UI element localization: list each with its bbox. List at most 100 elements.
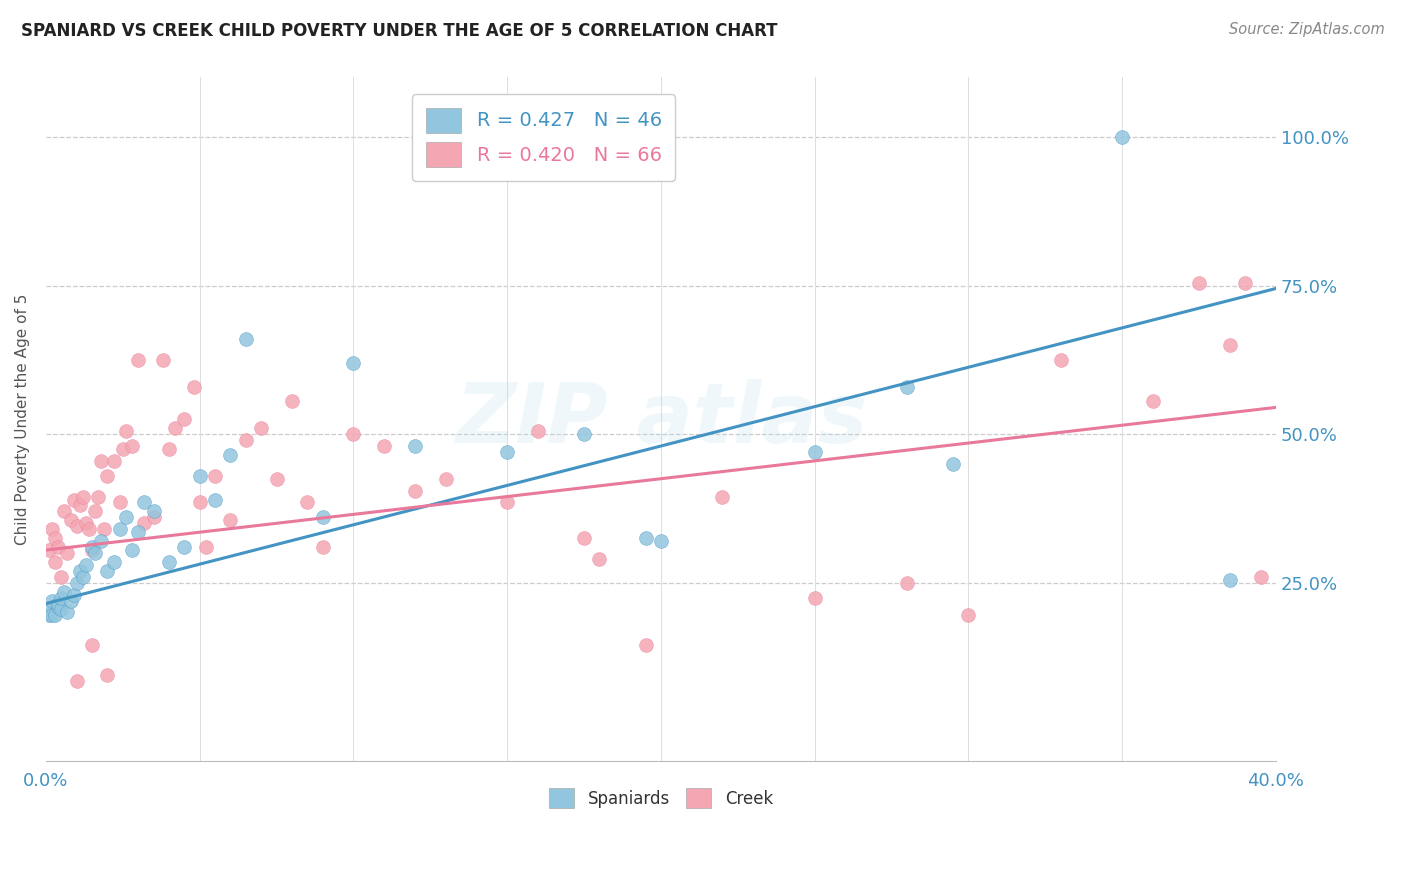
Point <box>59 593 82 607</box>
Point <box>59 513 82 527</box>
Point <box>121 543 143 558</box>
Point <box>51 602 73 616</box>
Point <box>134 495 156 509</box>
Point <box>152 352 174 367</box>
Point <box>404 483 426 498</box>
Point <box>38 608 60 623</box>
Point <box>157 442 180 456</box>
Text: 40.0%: 40.0% <box>1247 772 1305 789</box>
Point <box>312 540 335 554</box>
Point <box>96 668 118 682</box>
Text: ZIP atlas: ZIP atlas <box>454 379 868 459</box>
Point <box>108 495 131 509</box>
Point <box>75 516 97 531</box>
Point <box>41 608 63 623</box>
Point <box>434 472 457 486</box>
Point <box>77 522 100 536</box>
Point <box>38 602 60 616</box>
Point <box>312 510 335 524</box>
Point <box>82 543 104 558</box>
Point <box>72 570 94 584</box>
Point <box>41 522 63 536</box>
Point <box>1219 573 1241 587</box>
Point <box>111 442 134 456</box>
Point <box>46 599 69 614</box>
Point <box>1219 338 1241 352</box>
Point <box>44 531 66 545</box>
Point <box>46 597 69 611</box>
Point <box>46 540 69 554</box>
Point <box>235 433 257 447</box>
Point <box>281 394 304 409</box>
Point <box>127 525 149 540</box>
Point <box>896 575 918 590</box>
Point <box>66 575 89 590</box>
Point <box>103 454 125 468</box>
Point <box>219 513 242 527</box>
Text: SPANIARD VS CREEK CHILD POVERTY UNDER THE AGE OF 5 CORRELATION CHART: SPANIARD VS CREEK CHILD POVERTY UNDER TH… <box>21 22 778 40</box>
Point <box>51 591 73 605</box>
Point <box>173 540 195 554</box>
Point <box>194 540 217 554</box>
Point <box>1250 570 1272 584</box>
Point <box>342 356 364 370</box>
Point <box>69 564 91 578</box>
Point <box>90 534 112 549</box>
Text: Source: ZipAtlas.com: Source: ZipAtlas.com <box>1229 22 1385 37</box>
Point <box>219 448 242 462</box>
Point <box>108 522 131 536</box>
Point <box>84 504 107 518</box>
Point <box>297 495 319 509</box>
Point <box>75 558 97 572</box>
Point <box>72 490 94 504</box>
Point <box>41 593 63 607</box>
Point <box>588 552 610 566</box>
Point <box>103 555 125 569</box>
Point <box>66 519 89 533</box>
Point <box>53 584 76 599</box>
Point <box>56 546 79 560</box>
Point <box>142 510 165 524</box>
Point <box>84 546 107 560</box>
Y-axis label: Child Poverty Under the Age of 5: Child Poverty Under the Age of 5 <box>15 293 30 545</box>
Point <box>82 638 104 652</box>
Point <box>942 457 965 471</box>
Legend: Spaniards, Creek: Spaniards, Creek <box>543 781 779 814</box>
Point <box>650 534 672 549</box>
Point <box>527 424 550 438</box>
Point <box>66 673 89 688</box>
Point <box>87 490 110 504</box>
Point <box>572 427 595 442</box>
Point <box>957 608 980 623</box>
Point <box>90 454 112 468</box>
Point <box>634 638 657 652</box>
Text: 0.0%: 0.0% <box>24 772 69 789</box>
Point <box>188 468 211 483</box>
Point <box>496 495 519 509</box>
Point <box>373 439 395 453</box>
Point <box>1142 394 1164 409</box>
Point <box>404 439 426 453</box>
Point <box>44 555 66 569</box>
Point <box>53 504 76 518</box>
Point <box>38 543 60 558</box>
Point <box>142 504 165 518</box>
Point <box>115 510 138 524</box>
Point <box>165 421 187 435</box>
Point <box>62 492 84 507</box>
Point <box>82 540 104 554</box>
Point <box>115 424 138 438</box>
Point <box>496 445 519 459</box>
Point <box>62 588 84 602</box>
Point <box>188 495 211 509</box>
Point <box>96 468 118 483</box>
Point <box>634 531 657 545</box>
Point <box>183 379 205 393</box>
Point <box>1188 276 1211 290</box>
Point <box>121 439 143 453</box>
Point <box>572 531 595 545</box>
Point <box>711 490 734 504</box>
Point <box>266 472 288 486</box>
Point <box>69 499 91 513</box>
Point <box>96 564 118 578</box>
